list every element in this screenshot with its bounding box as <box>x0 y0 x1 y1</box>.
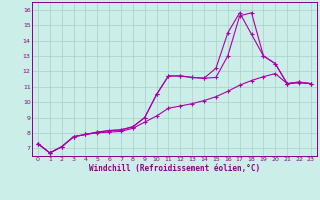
X-axis label: Windchill (Refroidissement éolien,°C): Windchill (Refroidissement éolien,°C) <box>89 164 260 173</box>
